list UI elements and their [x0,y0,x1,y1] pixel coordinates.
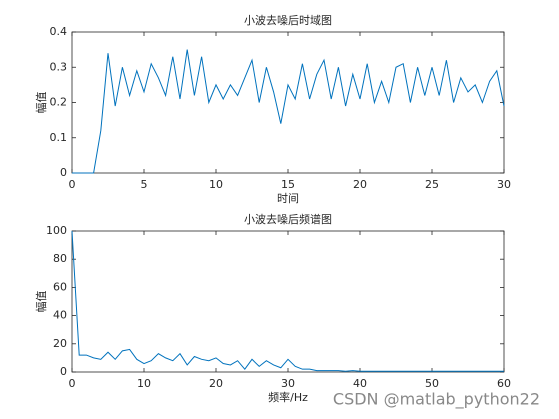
x-tick-label: 30 [497,178,511,191]
x-tick-label: 40 [353,377,367,390]
y-tick-label: 0 [60,166,67,179]
x-tick-label: 10 [137,377,151,390]
x-axis-label: 频率/Hz [268,390,308,404]
y-axis-label: 幅值 [35,92,48,114]
y-tick-label: 0.4 [50,25,68,38]
y-axis-label: 幅值 [35,291,48,313]
x-tick-label: 25 [425,178,439,191]
x-tick-label: 30 [281,377,295,390]
axes [71,31,505,174]
x-tick-label: 10 [209,178,223,191]
x-axis-label: 时间 [277,192,299,205]
axes-title: 小波去噪后时域图 [244,14,332,27]
y-tick-label: 80 [53,252,67,265]
y-tick-label: 20 [53,337,67,350]
y-tick-label: 60 [53,280,67,293]
y-tick-label: 100 [46,224,67,237]
x-tick-label: 20 [209,377,223,390]
data-line [71,230,504,372]
axes [71,230,505,373]
axes-title: 小波去噪后频谱图 [244,212,332,226]
y-tick-label: 0.1 [50,131,68,144]
x-tick-label: 15 [281,178,295,191]
x-tick-label: 60 [497,377,511,390]
y-tick-label: 0.2 [50,96,68,109]
x-tick-label: 50 [425,377,439,390]
x-tick-label: 0 [69,178,76,191]
x-tick-label: 0 [69,377,76,390]
y-tick-label: 40 [53,309,67,322]
y-tick-label: 0 [60,365,67,378]
x-tick-label: 20 [353,178,367,191]
x-tick-label: 5 [141,178,148,191]
y-tick-label: 0.3 [50,60,68,73]
watermark: CSDN @matlab_python22 [333,390,540,410]
data-line [72,49,505,174]
